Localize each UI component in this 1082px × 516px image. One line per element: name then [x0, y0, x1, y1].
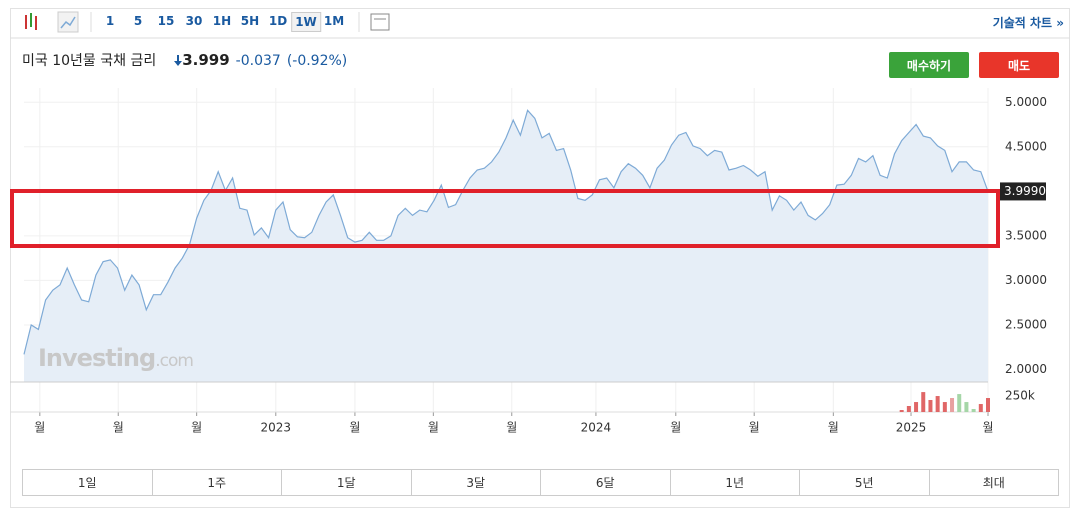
y-tick-label: 2.0000 — [1005, 362, 1047, 376]
y-tick-label: 3.0000 — [1005, 273, 1047, 287]
line-icon-glyph — [60, 16, 76, 29]
interval-button[interactable]: 15 — [157, 14, 175, 28]
last-value-box — [1000, 182, 1046, 201]
volume-bar — [964, 402, 969, 412]
volume-bar — [986, 398, 990, 412]
instrument-header: 미국 10년물 국채 금리 3.999 -0.037 (-0.92%) — [22, 50, 347, 70]
x-tick-label: 2025 — [896, 421, 927, 435]
x-tick-label: 월 — [828, 421, 839, 435]
price: 3.999 — [182, 51, 230, 69]
interval-button[interactable]: 1D — [268, 14, 288, 28]
x-tick-label: 월 — [191, 421, 202, 435]
y-tick-label: 5.0000 — [1005, 95, 1047, 109]
watermark: Investing.com — [38, 344, 194, 372]
sell-button[interactable]: 매도 — [979, 52, 1059, 78]
volume-bar — [899, 410, 904, 412]
y-tick-label: 2.5000 — [1005, 317, 1047, 331]
range-button[interactable]: 3달 — [412, 470, 541, 495]
watermark-brand: Investing — [38, 344, 156, 372]
range-button[interactable]: 1년 — [671, 470, 800, 495]
interval-button[interactable]: 1W — [291, 12, 321, 32]
interval-button[interactable]: 30 — [185, 14, 203, 28]
price-line — [23, 109, 989, 355]
x-tick-label: 월 — [982, 421, 993, 435]
volume-bar — [906, 406, 911, 412]
change: -0.037 — [235, 53, 281, 69]
line-icon[interactable] — [57, 11, 79, 33]
range-button[interactable]: 1달 — [282, 470, 412, 495]
x-tick-label: 월 — [349, 421, 360, 435]
interval-button[interactable]: 5 — [133, 14, 143, 28]
volume-bar — [935, 396, 940, 412]
x-tick-label: 월 — [670, 421, 681, 435]
x-tick-label: 2023 — [261, 421, 292, 435]
interval-button[interactable]: 1H — [212, 14, 232, 28]
y2-tick-label: 250k — [1005, 389, 1035, 403]
volume-bar — [914, 402, 919, 412]
volume-bar — [971, 409, 976, 412]
plot: 2.0000 2.5000 3.0000 3.5000 4.5000 5.0000 월 월 월 2… — [10, 88, 1047, 435]
y-tick-label: 3.5000 — [1005, 228, 1047, 242]
range-button[interactable]: 6달 — [541, 470, 671, 495]
volume-bar — [978, 404, 983, 412]
interval-button[interactable]: 1 — [105, 14, 115, 28]
instrument-name: 미국 10년물 국채 금리 — [22, 53, 157, 69]
last-value-label: 3.9990 — [1004, 184, 1046, 198]
technical-chart-link[interactable]: 기술적 차트 » — [992, 16, 1064, 30]
down-arrow — [174, 55, 182, 66]
change-pct: (-0.92%) — [286, 53, 348, 69]
range-button[interactable]: 1일 — [23, 470, 153, 495]
volume-bar — [950, 398, 955, 412]
watermark-suffix: .com — [155, 351, 194, 371]
volume-bar — [928, 400, 933, 412]
interval-button[interactable]: 1M — [323, 14, 345, 28]
volume-bar — [957, 394, 962, 412]
volume-bar — [921, 392, 926, 412]
x-tick-label: 월 — [113, 421, 124, 435]
candle-icon[interactable] — [25, 13, 37, 30]
buy-button[interactable]: 매수하기 — [889, 52, 969, 78]
widget-frame — [10, 8, 1070, 508]
x-tick-label: 월 — [428, 421, 439, 435]
x-tick-label: 월 — [34, 421, 45, 435]
range-button[interactable]: 1주 — [153, 470, 282, 495]
highlight-box — [10, 189, 1000, 248]
x-tick-label: 월 — [506, 421, 517, 435]
interval-button[interactable]: 5H — [240, 14, 260, 28]
volume-bar — [942, 402, 947, 412]
range-button[interactable]: 최대 — [982, 476, 1005, 490]
settings-icon[interactable] — [370, 13, 390, 31]
x-tick-label: 월 — [749, 421, 760, 435]
x-tick-label: 2024 — [581, 421, 612, 435]
range-bar: 1일 1주 1달 3달 6달 1년 5년 최대 — [22, 469, 1059, 496]
y-tick-label: 4.5000 — [1005, 139, 1047, 153]
range-button[interactable]: 5년 — [800, 470, 930, 495]
